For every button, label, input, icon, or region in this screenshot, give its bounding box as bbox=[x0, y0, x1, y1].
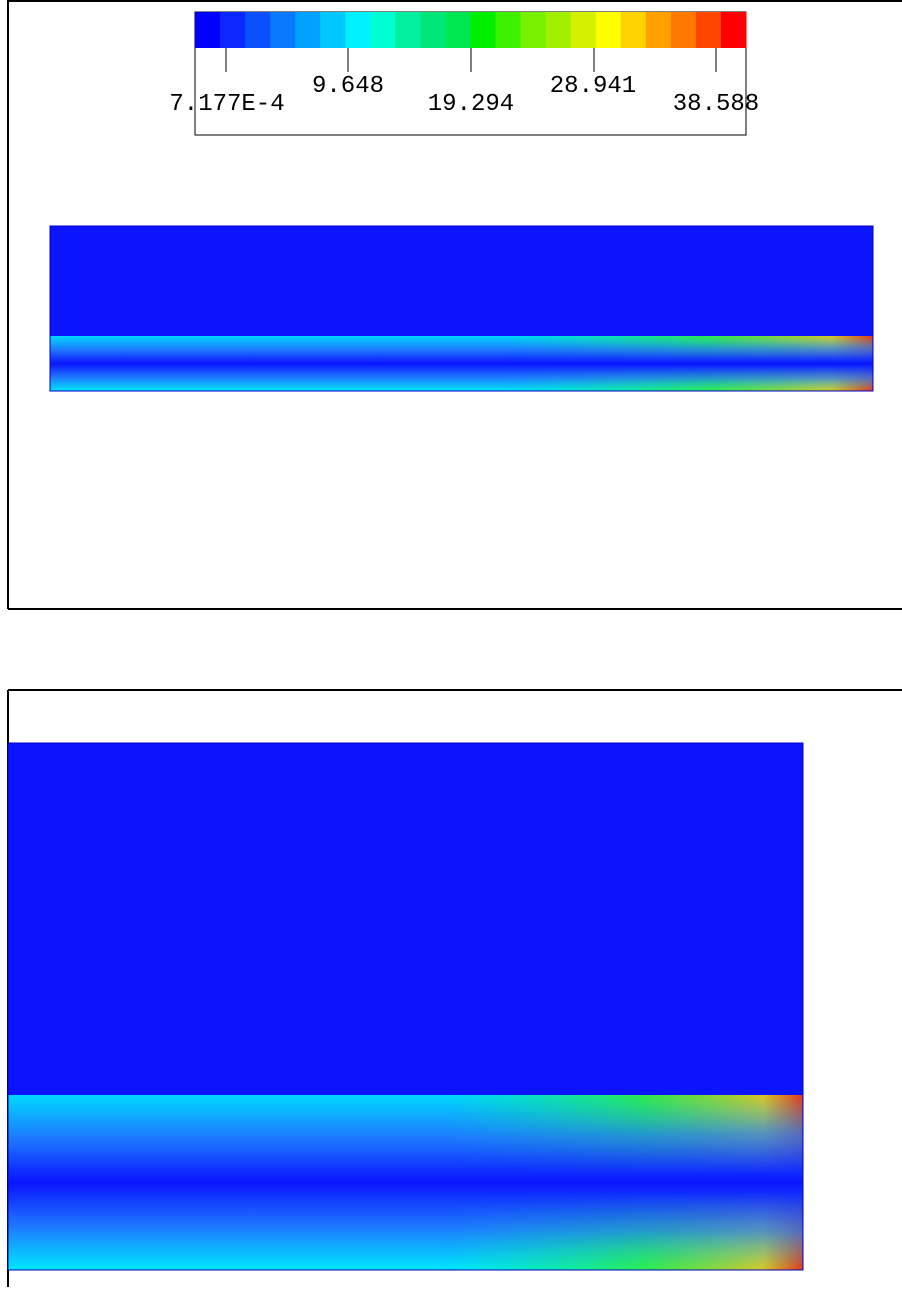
colorbar-swatch bbox=[695, 12, 722, 48]
contour-domain bbox=[49, 225, 874, 392]
colorbar-swatch bbox=[345, 12, 371, 48]
top-panel: 7.177E-4 9.648 19.294 28.941 38.588 bbox=[7, 0, 902, 610]
colorbar-swatch bbox=[670, 12, 697, 48]
colorbar-swatch bbox=[245, 12, 271, 48]
colorbar-label: 38.588 bbox=[673, 91, 759, 118]
contour-domain-zoom bbox=[7, 742, 804, 1271]
colorbar-swatch bbox=[720, 12, 747, 48]
colorbar-swatch bbox=[270, 12, 296, 48]
colorbar bbox=[194, 11, 747, 136]
colorbar-swatch bbox=[470, 12, 497, 48]
colorbar-label: 9.648 bbox=[312, 73, 384, 100]
colorbar-swatch bbox=[595, 12, 622, 48]
colorbar-swatch bbox=[570, 12, 597, 48]
bottom-panel bbox=[7, 689, 902, 1287]
colorbar-swatch bbox=[545, 12, 572, 48]
colorbar-swatch bbox=[620, 12, 647, 48]
colorbar-swatch bbox=[420, 12, 446, 48]
colorbar-swatch bbox=[445, 12, 471, 48]
colorbar-swatch bbox=[395, 12, 421, 48]
colorbar-swatch bbox=[520, 12, 547, 48]
colorbar-swatch bbox=[295, 12, 321, 48]
colorbar-swatch bbox=[320, 12, 346, 48]
colorbar-swatch bbox=[370, 12, 396, 48]
colorbar-label: 28.941 bbox=[550, 73, 636, 100]
colorbar-swatch bbox=[645, 12, 672, 48]
colorbar-swatch bbox=[495, 12, 522, 48]
colorbar-swatch bbox=[195, 12, 221, 48]
colorbar-label: 19.294 bbox=[428, 91, 514, 118]
colorbar-swatch bbox=[220, 12, 246, 48]
colorbar-label: 7.177E-4 bbox=[169, 91, 284, 118]
